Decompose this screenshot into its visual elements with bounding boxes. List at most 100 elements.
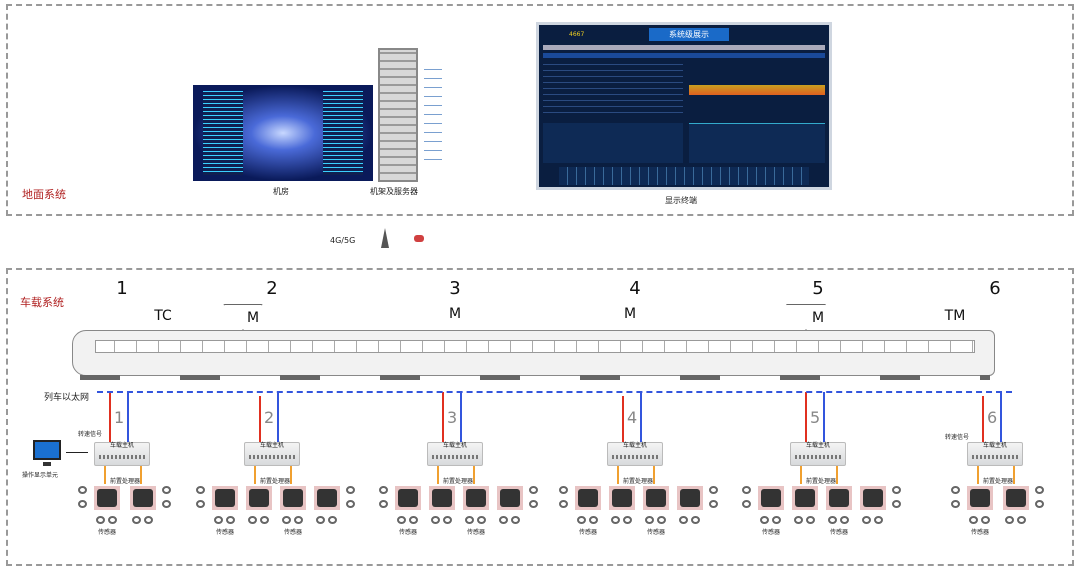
signal-line-red	[109, 392, 111, 442]
front-processor	[758, 486, 784, 510]
sensor-icon	[1005, 516, 1014, 524]
sensor-label: 传感器	[971, 529, 990, 536]
car-unit-number: 3	[447, 408, 458, 427]
sensor-label: 传感器	[830, 529, 849, 536]
sensor-icon	[709, 500, 718, 508]
sensor-label: 传感器	[216, 529, 235, 536]
processor-link	[617, 466, 619, 484]
vehicle-host-3	[427, 442, 483, 466]
car-number-2: 2	[266, 278, 278, 299]
sensor-icon	[132, 516, 141, 524]
sensor-icon	[806, 516, 815, 524]
sensor-icon	[892, 486, 901, 494]
ethernet-drop-blue	[277, 392, 279, 442]
front-processor	[792, 486, 818, 510]
front-processor	[212, 486, 238, 510]
sensor-label: 传感器	[762, 529, 781, 536]
sensor-icon	[981, 516, 990, 524]
front-processor	[609, 486, 635, 510]
processor-label: 前置处理器	[443, 478, 474, 485]
sensor-icon	[529, 500, 538, 508]
sensor-label: 传感器	[284, 529, 303, 536]
sensor-icon	[346, 486, 355, 494]
train-body	[72, 330, 995, 376]
sensor-icon	[78, 486, 87, 494]
car-type-5: M	[811, 310, 825, 326]
front-processor	[677, 486, 703, 510]
sensor-icon	[772, 516, 781, 524]
rack-label: 机架及服务器	[370, 187, 418, 196]
sensor-label: 传感器	[579, 529, 598, 536]
car-type-1: TC	[154, 308, 172, 324]
server-room-image	[193, 85, 373, 181]
processor-label: 前置处理器	[983, 478, 1014, 485]
front-processor	[280, 486, 306, 510]
vehicle-host-label: 车载主机	[110, 442, 135, 449]
ethernet-drop-blue	[823, 392, 825, 442]
processor-link	[1013, 466, 1015, 484]
processor-link	[104, 466, 106, 484]
signal-line-red	[259, 396, 261, 442]
car-type-2: M	[246, 310, 260, 326]
vehicle-host-label: 车载主机	[260, 442, 285, 449]
sensor-icon	[214, 516, 223, 524]
signal-line-red	[982, 396, 984, 442]
front-processor	[575, 486, 601, 510]
speed-signal-label: 转速信号	[945, 434, 970, 441]
car-number-6: 6	[989, 278, 1001, 299]
sensor-icon	[760, 516, 769, 524]
vehicle-host-5	[790, 442, 846, 466]
sensor-icon	[742, 500, 751, 508]
front-processor	[826, 486, 852, 510]
processor-link	[653, 466, 655, 484]
signal-line-red	[805, 392, 807, 442]
sensor-icon	[828, 516, 837, 524]
sensor-icon	[162, 500, 171, 508]
sensor-icon	[1035, 486, 1044, 494]
car-unit-number: 6	[987, 408, 998, 427]
sensor-icon	[162, 486, 171, 494]
processor-label: 前置处理器	[806, 478, 837, 485]
sensor-icon	[328, 516, 337, 524]
car-type-4: M	[623, 306, 637, 322]
sensor-icon	[144, 516, 153, 524]
operator-display-icon	[33, 440, 61, 460]
sensor-icon	[559, 486, 568, 494]
vehicle-host-4	[607, 442, 663, 466]
sensor-icon	[742, 486, 751, 494]
sensor-icon	[511, 516, 520, 524]
sensor-icon	[226, 516, 235, 524]
ethernet-label: 列车以太网	[44, 393, 90, 403]
processor-label: 前置处理器	[623, 478, 654, 485]
sensor-icon	[951, 500, 960, 508]
sensor-icon	[529, 486, 538, 494]
car-type-3: M	[448, 306, 462, 322]
vehicle-host-label: 车载主机	[806, 442, 831, 449]
sensor-icon	[589, 516, 598, 524]
antenna-icon	[381, 228, 389, 248]
car-number-3: 3	[449, 278, 461, 299]
sensor-icon	[499, 516, 508, 524]
sensor-icon	[645, 516, 654, 524]
car-unit-number: 4	[627, 408, 638, 427]
signal-line-red	[622, 396, 624, 442]
vehicle-host-label: 车载主机	[443, 442, 468, 449]
sensor-icon	[379, 486, 388, 494]
sensor-icon	[477, 516, 486, 524]
sensor-icon	[892, 500, 901, 508]
sensor-icon	[623, 516, 632, 524]
car-unit-number: 5	[810, 408, 821, 427]
sensor-icon	[196, 486, 205, 494]
front-processor	[643, 486, 669, 510]
front-processor	[497, 486, 523, 510]
sensor-icon	[691, 516, 700, 524]
sensor-icon	[679, 516, 688, 524]
sensor-icon	[611, 516, 620, 524]
ethernet-drop-blue	[127, 392, 129, 442]
processor-link	[800, 466, 802, 484]
sensor-label: 传感器	[399, 529, 418, 536]
car-number-4: 4	[629, 278, 641, 299]
car-number-5: 5	[812, 278, 824, 299]
sensor-icon	[282, 516, 291, 524]
vehicle-system-frame	[6, 268, 1074, 566]
